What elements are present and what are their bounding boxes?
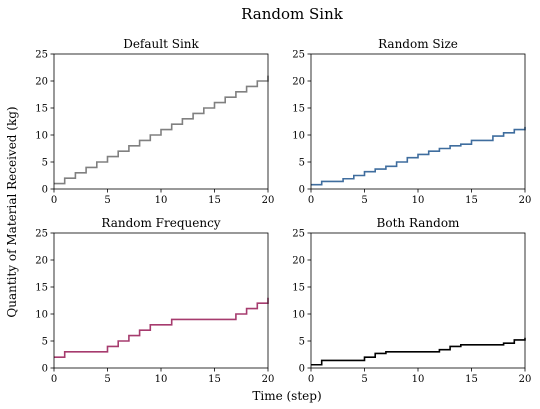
subplot-title: Default Sink	[123, 37, 199, 51]
y-tick-label: 15	[292, 283, 305, 294]
x-tick-label: 10	[412, 374, 425, 385]
y-tick-label: 25	[292, 229, 305, 240]
y-tick-label: 10	[292, 131, 305, 142]
subplot-1: Default Sink 0 5 10 15 20 0 5 10 15 20 25	[35, 37, 274, 206]
y-tick-label: 5	[299, 337, 305, 348]
series-line	[311, 126, 526, 186]
figure-title: Random Sink	[241, 5, 344, 23]
x-tick-label: 15	[208, 374, 221, 385]
y-tick-label: 25	[35, 229, 48, 240]
subplot-title: Random Frequency	[101, 216, 220, 230]
y-tick-label: 25	[35, 50, 48, 61]
x-tick-label: 20	[519, 195, 532, 206]
x-tick-label: 5	[361, 374, 367, 385]
y-axis-label: Quantity of Material Received (kg)	[5, 106, 19, 317]
y-tick-label: 0	[42, 364, 48, 375]
y-tick-label: 10	[35, 310, 48, 321]
x-tick-label: 15	[208, 195, 221, 206]
x-tick-label: 0	[308, 195, 314, 206]
series-line	[54, 75, 269, 185]
series-line	[54, 297, 269, 358]
y-tick-label: 15	[35, 104, 48, 115]
y-tick-label: 20	[35, 77, 48, 88]
x-tick-label: 20	[519, 374, 532, 385]
y-tick-label: 25	[292, 50, 305, 61]
y-tick-label: 5	[42, 337, 48, 348]
x-tick-label: 0	[308, 374, 314, 385]
subplot-title: Random Size	[378, 37, 458, 51]
y-tick-label: 0	[299, 185, 305, 196]
y-tick-label: 10	[35, 131, 48, 142]
x-tick-label: 15	[465, 374, 478, 385]
y-tick-label: 0	[42, 185, 48, 196]
x-tick-label: 15	[465, 195, 478, 206]
series-line	[311, 337, 526, 366]
x-tick-label: 5	[104, 195, 110, 206]
x-tick-label: 10	[155, 195, 168, 206]
x-tick-label: 5	[104, 374, 110, 385]
subplot-2: Random Size 0 5 10 15 20 0 5 10 15 20 25	[292, 37, 531, 206]
y-tick-label: 20	[35, 256, 48, 267]
x-tick-label: 20	[262, 195, 275, 206]
y-tick-label: 5	[299, 158, 305, 169]
x-axis-label: Time (step)	[252, 389, 321, 403]
y-tick-label: 10	[292, 310, 305, 321]
y-tick-label: 15	[292, 104, 305, 115]
x-tick-label: 10	[155, 374, 168, 385]
x-tick-label: 5	[361, 195, 367, 206]
x-tick-label: 10	[412, 195, 425, 206]
x-tick-label: 0	[51, 195, 57, 206]
y-tick-label: 15	[35, 283, 48, 294]
y-tick-label: 20	[292, 77, 305, 88]
x-tick-label: 20	[262, 374, 275, 385]
y-tick-label: 20	[292, 256, 305, 267]
subplot-3: Random Frequency 0 5 10 15 20 0 5 10 15 20 25	[35, 216, 274, 385]
subplot-4: Both Random 0 5 10 15 20 0 5 10 15 20 25	[292, 216, 531, 385]
y-tick-label: 0	[299, 364, 305, 375]
subplot-title: Both Random	[377, 216, 461, 230]
x-tick-label: 0	[51, 374, 57, 385]
y-tick-label: 5	[42, 158, 48, 169]
